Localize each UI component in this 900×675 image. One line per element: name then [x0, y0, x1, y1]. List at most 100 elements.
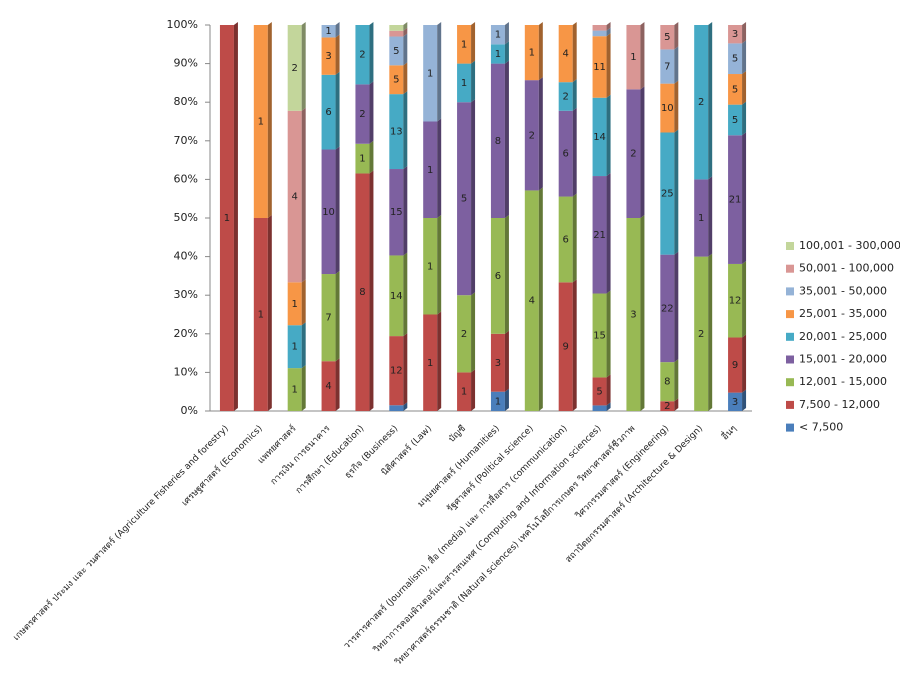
bar-front — [592, 293, 607, 378]
bar-side — [335, 34, 340, 75]
legend-label: 35,001 - 50,000 — [799, 284, 887, 297]
bar-side — [471, 22, 476, 64]
legend-swatch — [786, 310, 794, 319]
bar-front — [287, 325, 302, 369]
bar-segment — [660, 251, 679, 363]
value-label: 1 — [495, 396, 501, 407]
value-label: 5 — [732, 115, 738, 126]
bar-segment — [457, 369, 476, 411]
legend-swatch — [786, 400, 794, 409]
bar-side — [403, 91, 408, 170]
bar-side — [606, 22, 611, 31]
bar-side — [403, 33, 408, 66]
value-label: 6 — [325, 107, 331, 118]
value-label: 2 — [563, 91, 569, 102]
bar-segment — [287, 365, 306, 411]
bar-front — [660, 49, 675, 84]
bar-side — [742, 71, 747, 105]
value-label: 4 — [563, 49, 569, 60]
bar-segment — [389, 166, 408, 256]
bar-front — [728, 104, 743, 136]
bar-front — [558, 282, 573, 411]
value-label: 15 — [593, 330, 606, 341]
value-label: 14 — [390, 291, 403, 302]
bar-side — [301, 107, 306, 283]
bar-front — [253, 218, 268, 411]
bar-segment — [558, 107, 577, 197]
bar-side — [403, 402, 408, 411]
value-label: 2 — [461, 329, 467, 340]
legend-swatch — [786, 378, 794, 387]
bar-front — [592, 30, 607, 37]
bar-front — [389, 169, 404, 256]
bar-front — [728, 25, 743, 44]
value-label: 2 — [698, 97, 704, 108]
bar-side — [708, 253, 713, 411]
bar-side — [538, 22, 543, 81]
value-label: 7 — [325, 313, 331, 324]
bar-front — [457, 102, 472, 296]
bar-segment — [660, 398, 679, 411]
value-label: 10 — [322, 207, 335, 218]
bar-segment — [457, 60, 476, 103]
bar-segment — [660, 22, 679, 50]
bar-front — [457, 25, 472, 64]
value-label: 2 — [359, 50, 365, 61]
bar-front — [423, 25, 438, 122]
bar-segment — [592, 94, 611, 177]
bar-side — [471, 99, 476, 296]
bar-side — [369, 140, 374, 174]
bar-side — [572, 193, 577, 283]
bar-side — [606, 27, 611, 37]
bar-segment — [389, 252, 408, 337]
bar-segment — [524, 187, 543, 411]
value-label: 1 — [461, 78, 467, 89]
bar-front — [524, 25, 539, 81]
bar-side — [708, 22, 713, 180]
x-tick-label: การศึกษา (Education) — [293, 423, 366, 496]
value-label: 1 — [698, 213, 704, 224]
y-tick-label: 50% — [174, 211, 198, 224]
value-label: 1 — [495, 30, 501, 41]
value-label: 3 — [495, 358, 501, 369]
bar-front — [423, 218, 438, 315]
bar-segment — [389, 22, 408, 31]
bar-front — [558, 82, 573, 111]
bar-segment — [592, 290, 611, 378]
bar-side — [233, 22, 238, 411]
legend-label: 100,001 - 300,000 — [799, 239, 900, 252]
value-label: 5 — [461, 194, 467, 205]
y-tick-label: 40% — [174, 250, 198, 263]
bar-front — [355, 84, 370, 144]
legend-label: 25,001 - 35,000 — [799, 307, 887, 320]
bar-segment — [558, 279, 577, 411]
bar-front — [490, 333, 505, 392]
bar-segment — [626, 86, 645, 218]
value-label: 22 — [661, 303, 674, 314]
y-tick-label: 60% — [174, 172, 198, 185]
bar-segment — [592, 173, 611, 294]
legend-label: 15,001 - 20,000 — [799, 353, 887, 366]
bar-side — [572, 107, 577, 197]
x-tick-label: บัญชี — [446, 423, 468, 445]
value-label: 5 — [393, 75, 399, 86]
bar-segment — [389, 62, 408, 95]
bar-side — [674, 46, 679, 84]
bar-side — [742, 40, 747, 75]
value-label: 1 — [292, 342, 298, 353]
bar-side — [504, 215, 509, 334]
value-label: 1 — [427, 358, 433, 369]
bar-front — [287, 368, 302, 411]
bar-segment — [660, 359, 679, 402]
value-label: 3 — [630, 310, 636, 321]
bar-segment — [355, 140, 374, 174]
bar-side — [572, 279, 577, 411]
bar-side — [403, 22, 408, 31]
value-label: 1 — [258, 310, 264, 321]
x-tick-label: อื่นๆ — [718, 422, 739, 443]
bar-segment — [694, 253, 713, 411]
bar-side — [369, 22, 374, 85]
bar-side — [504, 388, 509, 411]
